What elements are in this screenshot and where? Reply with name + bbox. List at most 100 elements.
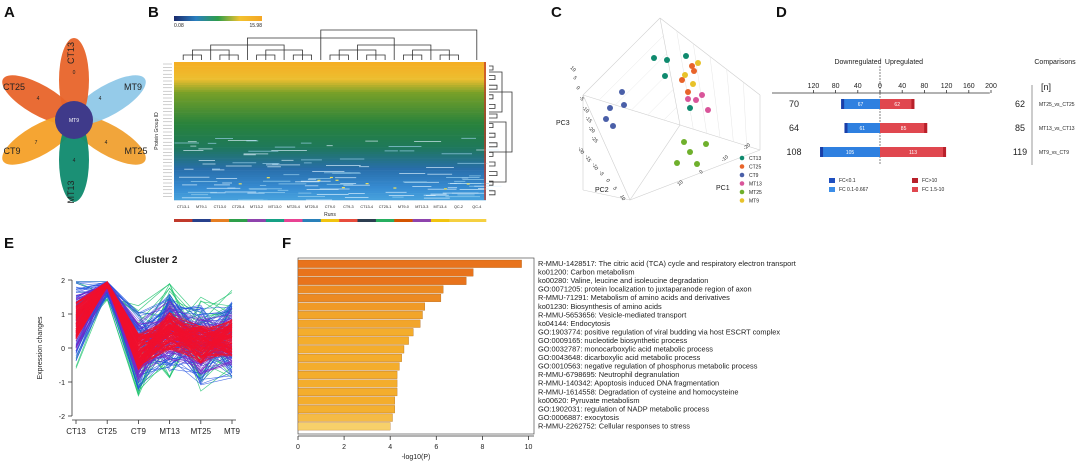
heatmap-streak [412,186,432,187]
d-tick-label: 120 [941,83,953,90]
heatmap-streak [210,192,226,194]
heatmap-streak [457,162,488,164]
pc3-tick: 10 [569,65,577,73]
e-y-tick-label: 1 [61,312,65,319]
venn-set-label: CT25 [3,82,25,92]
heatmap-row [174,195,486,198]
heatmap-streak [202,163,216,165]
dendrogram-branch [489,65,494,71]
venn-count: 7 [35,140,38,146]
colorbar-low-label: 0.08 [174,23,184,29]
heatmap-row [174,137,486,141]
d-tick-label: 40 [854,83,862,90]
d-bar-down [844,123,880,133]
pc2-tick: 5 [611,186,618,192]
pc1-tick: -20 [742,142,752,151]
pca-grid [663,106,677,121]
pca-point [682,72,688,78]
heatmap-y-label: Protein Group ID [154,112,160,150]
dendrogram-branch [489,132,496,138]
heatmap-row [174,75,486,79]
f-bar [297,345,405,354]
f-term-label: ko04144: Endocytosis [538,319,611,328]
heatmap-streak [462,179,484,180]
d-bar-up-label: 62 [894,102,900,108]
d-bar-up-label: 113 [909,150,917,156]
pca-point [610,123,616,129]
heatmap-streak [198,148,213,150]
e-x-tick-label: CT25 [97,427,117,436]
e-profile-line [75,281,233,354]
heatmap-streak [191,197,200,198]
heatmap-streak [259,185,267,186]
heatmap-row [174,197,486,201]
heatmap-streak [304,185,319,187]
heatmap-streak [461,137,476,139]
d-bar-up-extreme [924,123,928,133]
pca-point [674,160,680,166]
heatmap-row [174,68,486,72]
heatmap-streak [447,187,458,189]
heatmap-streak [316,194,349,195]
heatmap-streak [295,181,320,183]
heatmap-column-label: MT25-4 [287,205,300,209]
f-term-label: GO:1902031: regulation of NADP metabolic… [538,404,709,413]
heatmap-streak [308,178,331,179]
pc2-label: PC2 [595,187,609,194]
heatmap-streak [359,166,370,168]
heatmap-streak [215,138,233,139]
pca-point [603,116,609,122]
group-color-bar [357,219,377,222]
heatmap-streak [281,159,294,161]
heatmap-streak [319,188,350,190]
heatmap-row [174,167,486,171]
heatmap-streak [312,171,345,172]
pca-box-edge [582,94,631,201]
heatmap-streak [474,185,502,187]
pc2-tick: 0 [604,178,611,184]
pca-point [699,92,705,98]
e-x-tick-label: CT9 [131,427,147,436]
heatmap-streak [388,195,415,196]
pca-point [690,81,696,87]
heatmap-streak [266,177,270,179]
heatmap-column-label: MT13-4 [434,205,447,209]
heatmap-streak [414,141,442,142]
heatmap-streak [365,183,369,185]
heatmap-row [174,64,486,67]
heatmap-row [174,119,486,123]
pca-point [685,89,691,95]
heatmap-streak [207,142,217,144]
heatmap-row [174,89,486,93]
panel-label-e: E [4,235,14,252]
d-down-total: 108 [786,147,801,157]
pca-legend-label: CT25 [749,165,761,171]
pc3-tick: -15 [584,115,594,125]
heatmap-streak [399,173,426,174]
heatmap-row [174,126,486,129]
heatmap-streak [457,183,489,184]
heatmap-streak [247,192,265,194]
heatmap-streak [300,142,312,144]
heatmap-streak [426,167,454,168]
heatmap-row [174,101,486,104]
pc3-tick: -5 [578,95,586,103]
heatmap-row [174,186,486,189]
f-bar [297,422,391,431]
f-bar [297,311,423,320]
heatmap-streak [258,192,285,193]
heatmap-column-label: MT13-3 [415,205,428,209]
heatmap-streak [343,184,370,186]
f-bar [297,302,425,311]
d-bar-up-extreme [943,147,947,157]
heatmap-streak [224,191,257,193]
pca-grid [709,56,721,138]
pca-point [703,141,709,147]
f-term-label: GO:0009165: nucleotide biosynthetic proc… [538,336,687,345]
d-legend-label: FC 0.1-0.667 [839,187,868,193]
heatmap-row [174,172,486,175]
group-color-bar [192,219,212,222]
heatmap-streak [243,153,269,155]
heatmap-streak [212,169,225,171]
